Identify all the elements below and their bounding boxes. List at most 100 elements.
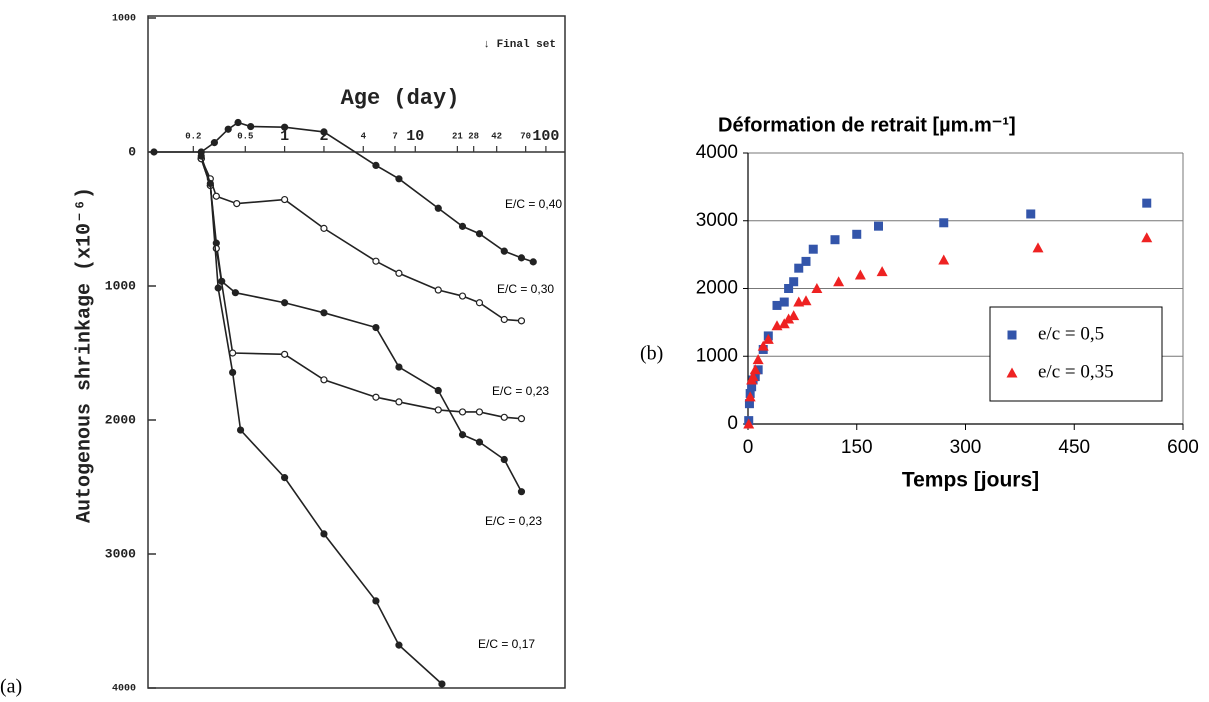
point [757, 340, 769, 351]
chart-title: Déformation de retrait [µm.m⁻¹] [718, 114, 1016, 136]
x-tick-label: 10 [406, 128, 424, 145]
point [939, 218, 949, 228]
point [811, 283, 823, 293]
y-tick-label: 1000 [696, 345, 738, 366]
y-tick-label: 1000 [112, 14, 136, 25]
point [236, 426, 245, 434]
point [772, 300, 782, 310]
legend-label: e/c = 0,35 [1038, 361, 1114, 382]
point [784, 284, 794, 293]
point [475, 438, 484, 446]
point [229, 349, 237, 357]
point [794, 263, 804, 273]
point [517, 415, 526, 423]
point [500, 315, 508, 324]
point [752, 354, 764, 365]
point [214, 284, 222, 292]
series-label: E/C = 0,23 [492, 384, 549, 398]
point [229, 368, 237, 377]
point [320, 224, 328, 232]
point [231, 289, 240, 297]
y-tick-label: 1000 [105, 278, 136, 293]
point [320, 128, 328, 136]
x-tick-label: 70 [520, 131, 531, 141]
series-line [200, 158, 523, 493]
series-label: E/C = 0,17 [478, 637, 535, 651]
point [438, 680, 446, 688]
point [281, 299, 289, 307]
point [783, 313, 795, 324]
point [517, 488, 526, 496]
point [744, 391, 756, 402]
point [500, 455, 508, 464]
point [320, 309, 328, 317]
y-tick-label: 0 [128, 144, 136, 159]
point [281, 350, 289, 358]
point [788, 310, 800, 321]
x-tick-label: 100 [532, 128, 559, 145]
point [372, 161, 380, 169]
legend-box [989, 306, 1163, 402]
point [517, 317, 526, 325]
series-line [200, 158, 522, 420]
series-line [200, 155, 443, 685]
point [395, 269, 403, 277]
y-axis-label: Autogenous shrinkage (x10⁻⁶) [73, 187, 96, 523]
x-tick-label: 0.2 [185, 131, 201, 141]
point [320, 376, 328, 384]
point [372, 597, 380, 605]
point [475, 408, 484, 416]
x-axis-label: Temps [jours] [902, 469, 1039, 492]
panel-label: (b) [640, 343, 663, 365]
y-tick-label: 2000 [105, 412, 136, 427]
legend-marker [1006, 367, 1018, 378]
point [747, 382, 757, 392]
point [372, 323, 380, 332]
x-tick-label: 600 [1167, 437, 1199, 458]
point [938, 254, 950, 265]
panel-label: (a) [0, 676, 22, 698]
point [876, 266, 888, 277]
x-tick-label: 300 [950, 437, 982, 458]
point [395, 175, 403, 183]
point [779, 297, 789, 307]
point [1032, 242, 1044, 253]
point [789, 277, 799, 287]
point [206, 179, 214, 188]
point [458, 292, 467, 300]
point [744, 399, 754, 409]
point [234, 118, 242, 127]
point [458, 408, 467, 416]
point [150, 148, 158, 156]
x-tick-label: 2 [319, 128, 328, 145]
y-tick-label: 3000 [696, 210, 738, 231]
point [224, 125, 232, 133]
point [1141, 232, 1153, 243]
point [800, 295, 812, 306]
point [395, 398, 403, 406]
point [1142, 198, 1152, 208]
x-tick-label: 28 [468, 131, 479, 141]
point [517, 254, 526, 262]
series-label: E/C = 0,40 [505, 197, 562, 211]
y-tick-label: 3000 [105, 546, 136, 561]
y-tick-label: 4000 [696, 142, 738, 163]
point [743, 418, 755, 429]
series-line [200, 158, 522, 322]
x-tick-label: 0 [743, 437, 754, 458]
x-tick-label: 1 [280, 128, 289, 145]
point [1026, 209, 1036, 219]
annotation: ↓ Final set [483, 39, 556, 51]
point [830, 235, 840, 245]
point [458, 222, 467, 230]
point [500, 413, 508, 421]
x-tick-label: 42 [491, 131, 502, 141]
point [247, 122, 255, 131]
panel-a-frame [147, 15, 566, 689]
point [434, 386, 442, 395]
point [281, 474, 289, 482]
point [475, 299, 484, 307]
point [233, 199, 241, 208]
point [434, 204, 442, 212]
